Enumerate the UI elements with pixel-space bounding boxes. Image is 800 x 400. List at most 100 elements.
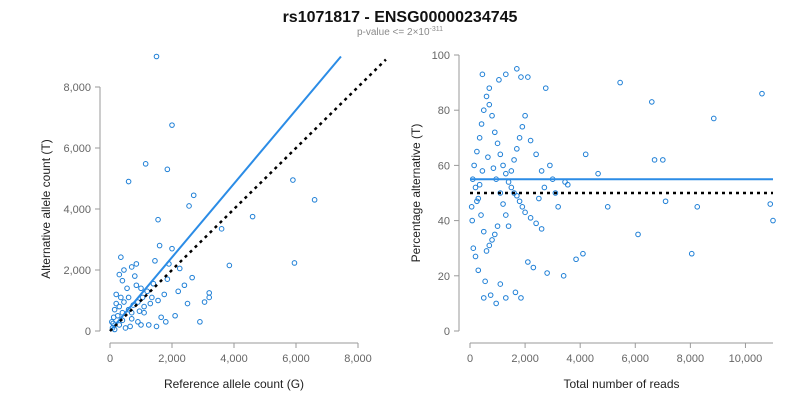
left-y-axis-title: Alternative allele count (T): [39, 139, 53, 278]
left-data-point: [164, 276, 171, 282]
right-y-tick-label: 40: [438, 216, 450, 228]
right-data-point: [518, 295, 524, 301]
left-x-axis-title: Reference allele count (G): [164, 377, 304, 391]
left-data-point: [133, 261, 140, 267]
right-data-point: [505, 179, 512, 185]
left-data-point: [139, 294, 146, 301]
right-data-point: [522, 209, 528, 216]
left-y-tick-label: 4,000: [63, 204, 91, 216]
left-data-point: [189, 274, 195, 281]
right-data-point: [538, 168, 545, 174]
left-data-point: [197, 319, 203, 325]
right-data-point: [635, 231, 641, 238]
left-data-point: [133, 282, 140, 289]
right-data-point: [710, 115, 717, 122]
left-data-point: [110, 314, 117, 321]
right-data-point: [486, 85, 493, 91]
left-data-point: [158, 314, 164, 321]
right-data-point: [522, 112, 528, 119]
right-data-point: [759, 90, 765, 97]
right-data-point: [490, 165, 497, 171]
left-data-point: [144, 288, 150, 295]
right-data-point: [505, 223, 512, 229]
right-data-point: [489, 112, 495, 119]
left-y-tick-label: 6,000: [63, 143, 91, 155]
left-data-point: [125, 178, 132, 185]
left-data-point: [153, 323, 160, 330]
right-data-point: [767, 201, 774, 207]
right-data-point: [478, 121, 485, 127]
right-data-point: [662, 198, 669, 205]
right-scatter-panel: 0 2,000 4,000 6,000 8,000 10,000 0 20 40 60 80 100 T…: [409, 50, 776, 391]
right-data-point: [519, 123, 526, 130]
right-data-point: [476, 181, 483, 188]
right-data-point: [486, 101, 493, 108]
right-data-point: [511, 157, 517, 163]
left-data-point: [161, 291, 168, 298]
left-data-point: [145, 322, 152, 328]
left-data-point: [169, 122, 175, 128]
left-data-point: [249, 213, 256, 220]
right-data-point: [476, 135, 483, 141]
right-data-point: [489, 237, 495, 243]
right-data-point: [533, 151, 539, 158]
left-data-point: [153, 53, 160, 60]
left-data-point: [163, 319, 169, 325]
left-data-point: [226, 262, 233, 269]
right-x-tick-label: 0: [467, 353, 473, 365]
right-x-tick-label: 6,000: [622, 353, 650, 365]
right-y-tick-label: 20: [438, 271, 450, 283]
right-data-point: [533, 220, 539, 227]
right-data-point: [552, 190, 559, 196]
right-data-point: [475, 195, 482, 202]
right-data-point: [468, 204, 475, 210]
right-data-point: [483, 248, 490, 254]
right-data-point: [500, 162, 506, 169]
chart-subtitle: p-value <= 2×10-311: [357, 26, 443, 38]
right-data-point: [491, 231, 498, 238]
left-data-point: [206, 294, 212, 301]
subtitle-exponent: -311: [430, 26, 444, 33]
right-data-point: [475, 267, 482, 274]
right-data-point: [503, 71, 509, 78]
left-x-tick-label: 0: [107, 353, 113, 365]
right-x-tick-label: 2,000: [511, 353, 539, 365]
right-data-point: [487, 292, 494, 298]
right-data-point: [478, 212, 484, 218]
right-data-point: [497, 281, 504, 287]
left-data-point: [149, 294, 155, 301]
right-data-point: [525, 74, 531, 80]
left-data-point: [190, 192, 197, 199]
right-x-tick-label: 10,000: [729, 353, 763, 365]
right-data-point: [527, 137, 534, 144]
left-data-point: [127, 323, 133, 330]
right-data-point: [536, 195, 542, 202]
right-x-tick-label: 4,000: [566, 353, 594, 365]
right-data-point: [503, 295, 509, 301]
right-data-point: [483, 93, 490, 100]
left-data-point: [141, 309, 147, 316]
left-data-point: [175, 288, 181, 295]
left-data-point: [290, 177, 296, 183]
right-data-point: [694, 204, 701, 210]
right-data-point: [474, 198, 480, 205]
left-data-point: [172, 312, 178, 319]
left-data-point: [150, 280, 157, 287]
right-data-point: [512, 289, 519, 296]
right-data-point: [651, 157, 658, 163]
left-data-point: [155, 216, 161, 223]
left-data-point: [164, 166, 171, 173]
right-data-point: [582, 151, 589, 158]
left-data-point: [206, 290, 212, 296]
right-data-point: [470, 245, 477, 251]
right-data-point: [474, 148, 480, 155]
right-data-point: [525, 259, 531, 265]
left-data-point: [169, 245, 175, 252]
right-data-point: [514, 192, 520, 199]
left-data-point: [291, 260, 298, 266]
right-data-point: [562, 179, 568, 185]
left-fit-line: [109, 55, 342, 332]
left-y-tick-label: 8,000: [63, 82, 91, 94]
right-data-point: [514, 66, 520, 72]
left-data-point: [141, 303, 147, 310]
